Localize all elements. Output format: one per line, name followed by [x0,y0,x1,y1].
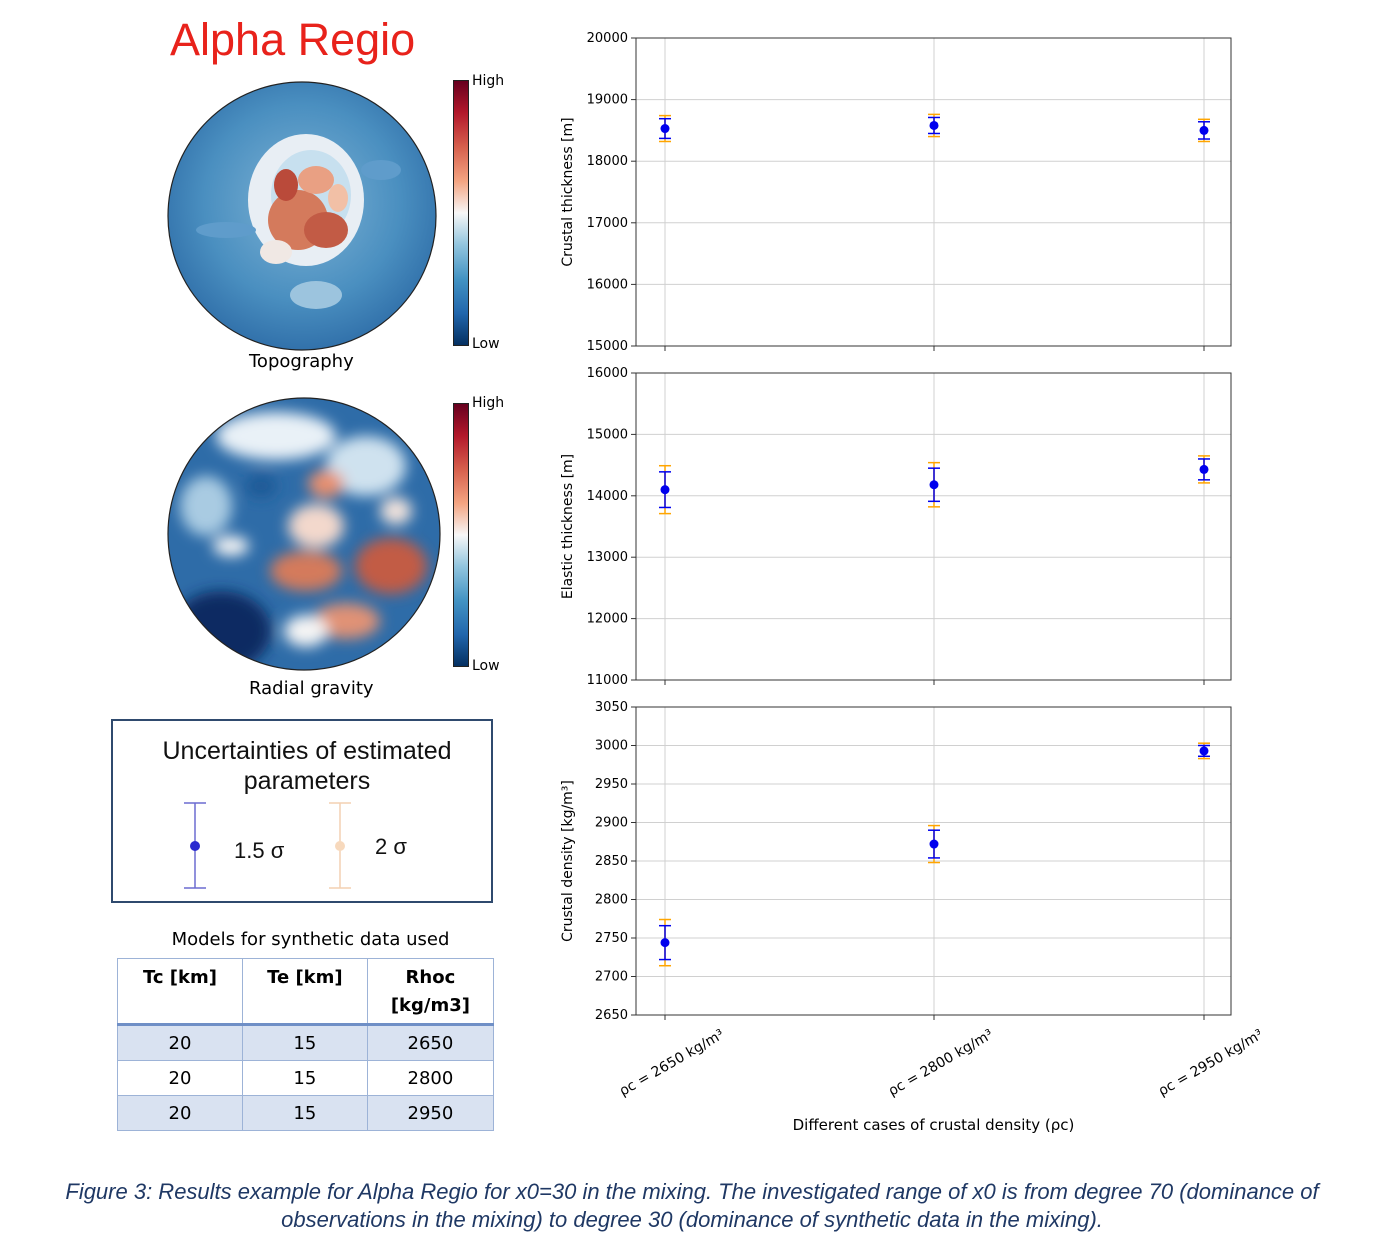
table-cell: 15 [241,1024,368,1061]
radial-gravity-map [167,397,441,671]
chart2-data-point [1199,464,1209,474]
gravity-caption: Radial gravity [249,678,374,699]
table-cell: 15 [241,1060,368,1096]
chart3-ytick-label: 2850 [595,854,628,869]
chart3-ytick-label: 2800 [595,893,628,908]
table-cell: 2950 [366,1095,495,1131]
topography-cbar-low: Low [472,336,500,352]
table-cell: 20 [117,1095,243,1131]
chart3-ylabel: Crustal density [kg/m³] [560,780,576,942]
uncertainty-legend [111,719,493,903]
models-table: Tc [km] Te [km] Rhoc [kg/m3] 20 15 2650 … [117,958,495,1131]
table-header-rhoc: Rhoc [kg/m3] [366,958,495,1026]
chart3-category-label: ρc = 2950 kg/m³ [1156,1027,1260,1100]
chart3-ytick-label: 2950 [595,777,628,792]
table-cell: 20 [117,1060,243,1096]
table-cell: 2650 [366,1024,495,1061]
chart1-ylabel: Crustal thickness [m] [560,117,576,266]
chart3-ytick-label: 3000 [595,739,628,754]
table-cell: 2800 [366,1060,495,1096]
chart1-data-point [1199,125,1209,135]
table-row: 20 15 2950 [117,1095,495,1131]
chart1-ytick-label: 20000 [587,31,628,46]
table-row: 20 15 2800 [117,1060,495,1096]
gravity-cbar-high: High [472,395,505,411]
page-title: Alpha Regio [170,14,416,65]
chart2-ytick-label: 15000 [587,427,628,442]
chart3-ytick-label: 3050 [595,700,628,715]
table-header-te: Te [km] [241,958,368,1026]
chart3-data-point [1199,746,1209,756]
legend-label-1-5-sigma: 1.5 σ [234,838,285,863]
chart3-category-label: ρc = 2800 kg/m³ [886,1027,996,1100]
chart1-ytick-label: 16000 [587,277,628,292]
chart1-ytick-label: 18000 [587,154,628,169]
table-header-tc: Tc [km] [117,958,243,1026]
chart3-category-label: ρc = 2650 kg/m³ [617,1027,727,1100]
chart2-data-point [660,485,670,495]
chart1-ytick-label: 19000 [587,93,628,108]
chart2-ytick-label: 16000 [587,366,628,381]
topography-caption: Topography [249,351,354,372]
chart3-ytick-label: 2700 [595,970,628,985]
chart2-ytick-label: 13000 [587,550,628,565]
legend-label-2-sigma: 2 σ [375,834,407,859]
chart1-ytick-label: 15000 [587,339,628,354]
chart3-ytick-label: 2900 [595,816,628,831]
chart2-ylabel: Elastic thickness [m] [560,454,576,599]
topography-map [167,81,437,351]
chart2-ytick-label: 14000 [587,489,628,504]
legend-marker-2-sigma [329,802,351,889]
table-header-row: Tc [km] Te [km] Rhoc [kg/m3] [117,958,495,1026]
chart3-data-point [660,938,670,948]
gravity-cbar-low: Low [472,658,500,674]
chart2-ytick-label: 11000 [587,673,628,688]
topography-colorbar [453,80,469,346]
parameter-charts: 15000 16000 17000 18000 19000 20000 Crustal th… [560,31,1260,1134]
chart3-ytick-label: 2650 [595,1008,628,1023]
table-cell: 15 [241,1095,368,1131]
gravity-colorbar [453,403,469,667]
chart1-ytick-label: 17000 [587,216,628,231]
legend-title: Uncertainties of estimated parameters [162,737,452,795]
chart2-data-point [929,480,939,490]
chart1-data-point [929,120,939,130]
chart3-ytick-label: 2750 [595,931,628,946]
chart3-xlabel: Different cases of crustal density (ρc) [793,1116,1075,1134]
chart3-data-point [929,839,939,849]
topography-cbar-high: High [472,73,505,89]
figure-caption: Figure 3: Results example for Alpha Regi… [65,1179,1319,1232]
chart2-ytick-label: 12000 [587,612,628,627]
table-cell: 20 [117,1024,243,1061]
chart1-data-point [660,124,670,134]
table-caption: Models for synthetic data used [171,929,450,950]
table-row: 20 15 2650 [117,1024,495,1061]
legend-marker-1-5-sigma [184,802,206,889]
